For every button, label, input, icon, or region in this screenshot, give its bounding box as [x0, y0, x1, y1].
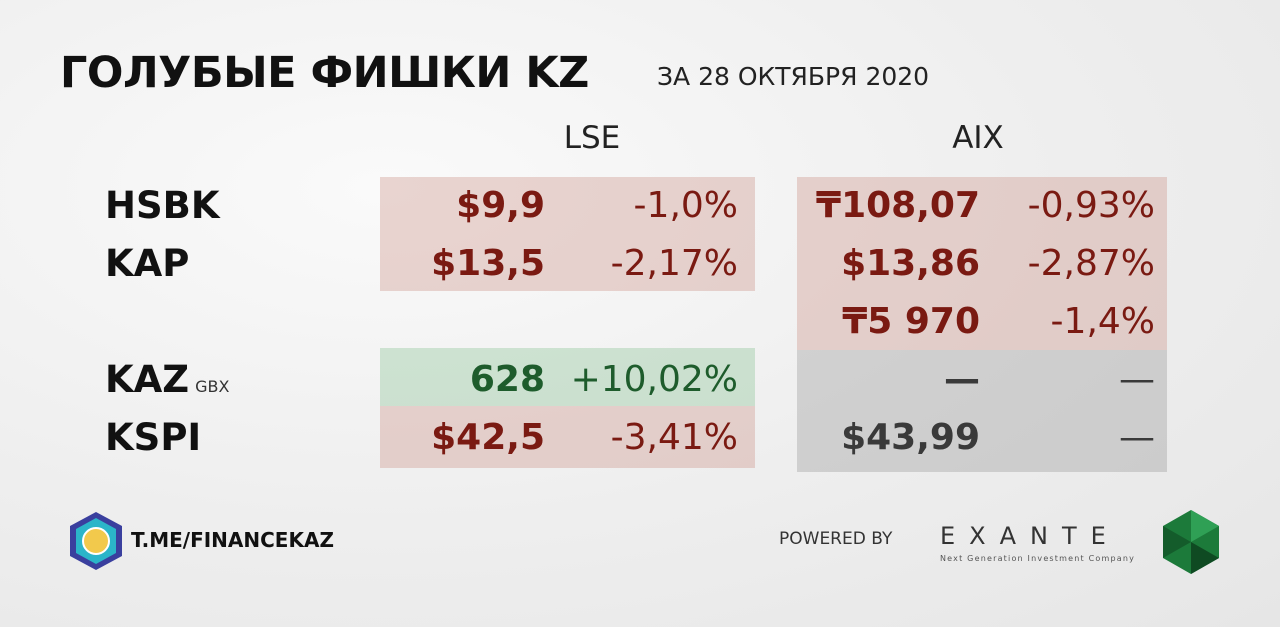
cell-bg	[797, 177, 1167, 350]
brand: EXANTE	[940, 522, 1120, 550]
aix-change: -0,93%	[1027, 185, 1155, 226]
column-header: AIX	[952, 120, 1004, 156]
lse-price: $9,9	[456, 185, 545, 226]
lse-change: -2,17%	[610, 243, 738, 284]
ticker: KAZ GBX	[105, 358, 230, 401]
cell-bg	[797, 350, 1167, 472]
lse-price: 628	[469, 359, 545, 400]
ticker: KAP	[105, 242, 190, 285]
channel-link[interactable]: T.ME/FINANCEKAZ	[131, 528, 334, 552]
cell-bg	[380, 177, 755, 291]
aix-change: —	[1119, 417, 1155, 458]
aix-change: —	[1119, 359, 1155, 400]
lse-price: $13,5	[431, 243, 545, 284]
powered-by: POWERED BY	[779, 529, 893, 549]
brand-logo	[1163, 510, 1219, 574]
brand-tagline: Next Generation Investment Company	[940, 554, 1136, 563]
ticker: KSPI	[105, 416, 202, 459]
aix-price: ₸5 970	[842, 301, 980, 342]
lse-price: $42,5	[431, 417, 545, 458]
lse-change: -3,41%	[610, 417, 738, 458]
aix-change: -2,87%	[1027, 243, 1155, 284]
aix-change: -1,4%	[1050, 301, 1155, 342]
aix-price: ₸108,07	[816, 185, 980, 226]
aix-price: $13,86	[841, 243, 980, 284]
ticker-unit: GBX	[195, 377, 230, 396]
lse-change: -1,0%	[633, 185, 738, 226]
column-header: LSE	[563, 120, 621, 156]
cell-bg	[380, 406, 755, 468]
aix-price: —	[944, 359, 980, 400]
aix-price: $43,99	[841, 417, 980, 458]
channel-logo	[70, 512, 122, 570]
cell-bg	[380, 348, 755, 406]
ticker: HSBK	[105, 184, 220, 227]
lse-change: +10,02%	[570, 359, 738, 400]
title: ГОЛУБЫЕ ФИШКИ KZ	[60, 48, 589, 98]
subtitle: ЗА 28 ОКТЯБРЯ 2020	[657, 62, 930, 91]
